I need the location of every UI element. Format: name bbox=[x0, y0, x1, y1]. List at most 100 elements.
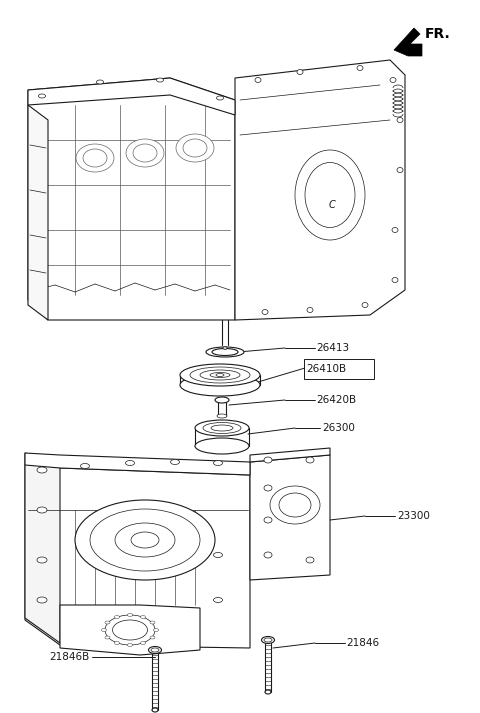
Ellipse shape bbox=[306, 457, 314, 463]
Polygon shape bbox=[25, 453, 60, 643]
Ellipse shape bbox=[37, 597, 47, 603]
Ellipse shape bbox=[115, 642, 120, 645]
Ellipse shape bbox=[203, 423, 241, 434]
Text: C: C bbox=[329, 200, 336, 210]
Ellipse shape bbox=[262, 309, 268, 314]
Ellipse shape bbox=[306, 557, 314, 563]
Ellipse shape bbox=[81, 463, 89, 468]
Ellipse shape bbox=[131, 532, 159, 548]
Ellipse shape bbox=[210, 372, 230, 377]
Ellipse shape bbox=[206, 347, 244, 357]
Ellipse shape bbox=[297, 69, 303, 74]
Polygon shape bbox=[28, 105, 48, 320]
Ellipse shape bbox=[255, 78, 261, 83]
Text: 21846B: 21846B bbox=[50, 652, 90, 662]
Text: 26300: 26300 bbox=[322, 423, 355, 433]
Text: 26410B: 26410B bbox=[306, 364, 346, 374]
Ellipse shape bbox=[183, 139, 207, 157]
Ellipse shape bbox=[223, 347, 227, 349]
Ellipse shape bbox=[126, 139, 164, 167]
Ellipse shape bbox=[105, 621, 110, 624]
Ellipse shape bbox=[217, 414, 227, 418]
Ellipse shape bbox=[115, 615, 120, 618]
Ellipse shape bbox=[170, 459, 180, 464]
Ellipse shape bbox=[195, 438, 249, 454]
Ellipse shape bbox=[105, 636, 110, 639]
Ellipse shape bbox=[128, 613, 132, 617]
Ellipse shape bbox=[195, 420, 249, 436]
Ellipse shape bbox=[148, 647, 161, 654]
Ellipse shape bbox=[180, 364, 260, 386]
Ellipse shape bbox=[141, 615, 145, 618]
Ellipse shape bbox=[76, 144, 114, 172]
Ellipse shape bbox=[392, 277, 398, 282]
Ellipse shape bbox=[83, 149, 107, 167]
Polygon shape bbox=[235, 60, 405, 320]
Ellipse shape bbox=[264, 552, 272, 558]
Polygon shape bbox=[28, 78, 235, 115]
Ellipse shape bbox=[37, 557, 47, 563]
Ellipse shape bbox=[397, 168, 403, 173]
Ellipse shape bbox=[357, 66, 363, 71]
Ellipse shape bbox=[152, 708, 158, 712]
Ellipse shape bbox=[96, 80, 104, 84]
Ellipse shape bbox=[150, 621, 155, 624]
Ellipse shape bbox=[305, 163, 355, 227]
Polygon shape bbox=[250, 455, 330, 580]
Ellipse shape bbox=[154, 628, 158, 632]
Ellipse shape bbox=[392, 227, 398, 232]
Ellipse shape bbox=[37, 467, 47, 473]
Polygon shape bbox=[25, 453, 250, 475]
Ellipse shape bbox=[38, 94, 46, 98]
Ellipse shape bbox=[214, 461, 223, 466]
Ellipse shape bbox=[101, 628, 107, 632]
Ellipse shape bbox=[264, 485, 272, 491]
Ellipse shape bbox=[264, 638, 272, 642]
Ellipse shape bbox=[37, 507, 47, 513]
Polygon shape bbox=[394, 28, 422, 56]
Ellipse shape bbox=[397, 118, 403, 123]
Ellipse shape bbox=[211, 425, 233, 431]
Ellipse shape bbox=[151, 648, 159, 652]
Text: FR.: FR. bbox=[425, 27, 451, 41]
Polygon shape bbox=[28, 78, 235, 320]
Ellipse shape bbox=[141, 642, 145, 645]
Text: 21846: 21846 bbox=[346, 638, 379, 648]
Ellipse shape bbox=[212, 349, 238, 356]
Ellipse shape bbox=[270, 486, 320, 524]
Ellipse shape bbox=[307, 307, 313, 312]
Ellipse shape bbox=[265, 690, 271, 694]
Ellipse shape bbox=[128, 644, 132, 647]
Ellipse shape bbox=[75, 500, 215, 580]
Ellipse shape bbox=[216, 374, 224, 376]
Ellipse shape bbox=[214, 597, 223, 602]
Ellipse shape bbox=[190, 367, 250, 383]
Ellipse shape bbox=[295, 150, 365, 240]
Polygon shape bbox=[250, 448, 330, 462]
Ellipse shape bbox=[156, 78, 164, 82]
Ellipse shape bbox=[390, 78, 396, 83]
Ellipse shape bbox=[264, 457, 272, 463]
Ellipse shape bbox=[200, 370, 240, 380]
Ellipse shape bbox=[262, 637, 275, 644]
Ellipse shape bbox=[125, 461, 134, 466]
Polygon shape bbox=[60, 605, 200, 655]
Bar bbox=[218, 400, 226, 416]
Text: 26420B: 26420B bbox=[316, 395, 356, 405]
Ellipse shape bbox=[216, 96, 224, 100]
Ellipse shape bbox=[264, 517, 272, 523]
Text: 26413: 26413 bbox=[316, 343, 349, 353]
Ellipse shape bbox=[176, 134, 214, 162]
Ellipse shape bbox=[150, 636, 155, 639]
Ellipse shape bbox=[215, 397, 229, 403]
Ellipse shape bbox=[214, 553, 223, 558]
Ellipse shape bbox=[105, 615, 155, 645]
Ellipse shape bbox=[362, 302, 368, 307]
Ellipse shape bbox=[115, 523, 175, 557]
Ellipse shape bbox=[133, 144, 157, 162]
Ellipse shape bbox=[279, 493, 311, 517]
Polygon shape bbox=[25, 465, 250, 648]
Text: 23300: 23300 bbox=[397, 511, 430, 521]
Ellipse shape bbox=[112, 620, 147, 640]
Ellipse shape bbox=[180, 374, 260, 396]
